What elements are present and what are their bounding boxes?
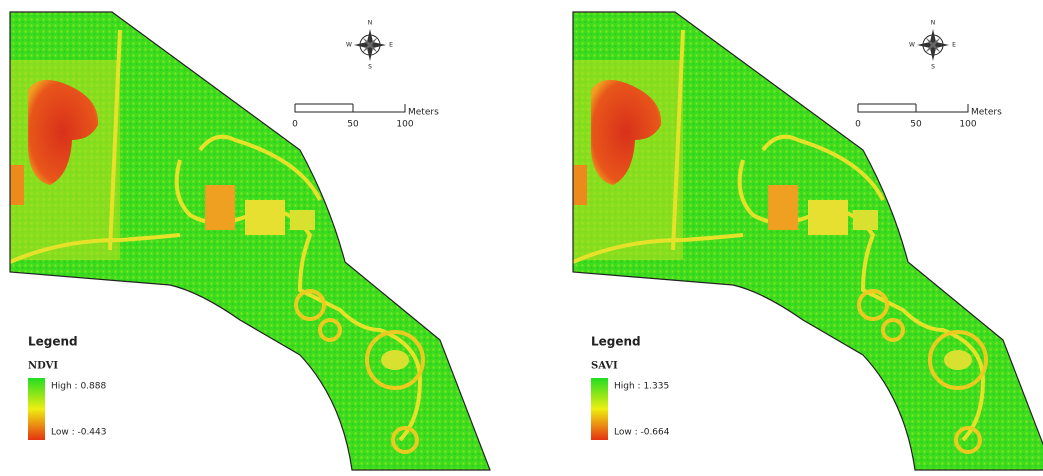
building [205,185,235,230]
scale-bar [295,104,405,112]
west-edge [10,165,24,205]
scale-label: 100 [959,120,976,130]
scale-bar [858,104,968,112]
map-panel: N S E W 0 50 100 Meters Legend SAVI High : 1.335 Lo… [573,12,1043,470]
compass-w: W [909,42,915,49]
oval [381,350,409,370]
compass-w: W [346,42,352,49]
scale-label: 0 [855,120,861,130]
legend-high: High : 1.335 [614,382,669,392]
scale-label: 50 [910,120,922,130]
compass: N S E W [346,20,393,71]
legend-title: Legend [591,335,641,349]
legend-index: SAVI [591,361,618,372]
compass-s: S [368,64,372,71]
building [245,200,285,235]
scale-label: 0 [292,120,298,130]
compass: N S E W [909,20,956,71]
page: N S E W 0 50 100 Meters Legend NDVI High : 0.888 Lo… [0,0,1043,476]
compass-n: N [368,20,373,27]
legend-low: Low : -0.664 [614,428,670,438]
building [808,200,848,235]
west-edge [573,165,587,205]
compass-e: E [952,42,956,49]
park-area [573,12,1043,470]
building [853,210,878,230]
building [290,210,315,230]
scale-unit: Meters [971,108,1002,118]
map-panel: N S E W 0 50 100 Meters Legend NDVI High : 0.888 Lo… [10,12,490,470]
compass-n: N [931,20,936,27]
map-figure: N S E W 0 50 100 Meters Legend NDVI High : 0.888 Lo… [0,0,1043,476]
legend-title: Legend [28,335,78,349]
scale-label: 50 [347,120,359,130]
legend-low: Low : -0.443 [51,428,107,438]
scale-unit: Meters [408,108,439,118]
oval [944,350,972,370]
scale-label: 100 [396,120,413,130]
park-area [10,12,490,470]
building [768,185,798,230]
compass-s: S [931,64,935,71]
legend-ramp [28,378,45,440]
legend-ramp [591,378,608,440]
legend-index: NDVI [28,361,58,372]
legend-high: High : 0.888 [51,382,106,392]
compass-e: E [389,42,393,49]
